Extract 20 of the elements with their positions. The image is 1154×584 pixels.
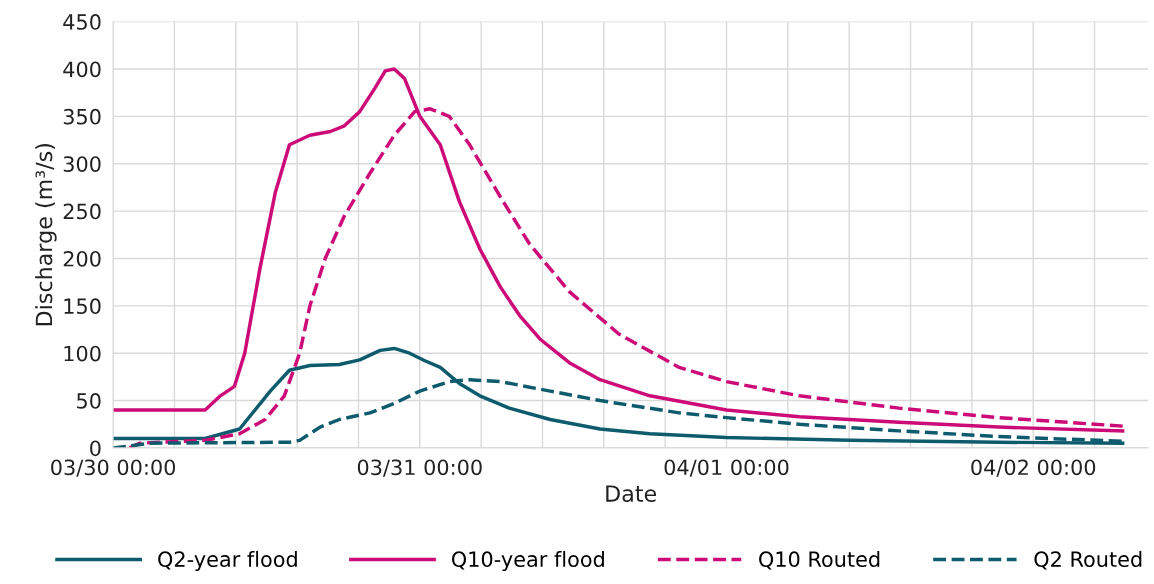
- y-tick-label: 250: [63, 203, 101, 220]
- y-tick-label: 50: [77, 393, 101, 409]
- y-tick-label: 350: [63, 108, 101, 125]
- y-tick-label: 100: [64, 345, 101, 362]
- legend-label: Q10 Routed: [759, 550, 880, 570]
- x-tick-label: 04/02 00:00: [971, 459, 1096, 477]
- x-tick-label: 03/31 00:00: [357, 459, 482, 477]
- x-tick-label: 03/30 00:00: [51, 459, 176, 477]
- legend-label: Q10-year flood: [451, 550, 604, 572]
- y-tick-label: 0: [90, 440, 101, 457]
- legend-label: Q2 Routed: [1034, 550, 1142, 570]
- y-tick-label: 400: [63, 61, 101, 78]
- x-tick-label: 04/01 00:00: [664, 459, 789, 477]
- y-tick-label: 450: [63, 14, 101, 30]
- legend-label: Q2-year flood: [158, 550, 297, 572]
- y-axis-title: Discharge (m³/s): [35, 144, 57, 326]
- x-axis-title: Date: [606, 485, 657, 502]
- y-tick-label: 300: [63, 156, 101, 172]
- y-tick-label: 150: [64, 298, 101, 315]
- y-tick-label: 200: [63, 250, 101, 267]
